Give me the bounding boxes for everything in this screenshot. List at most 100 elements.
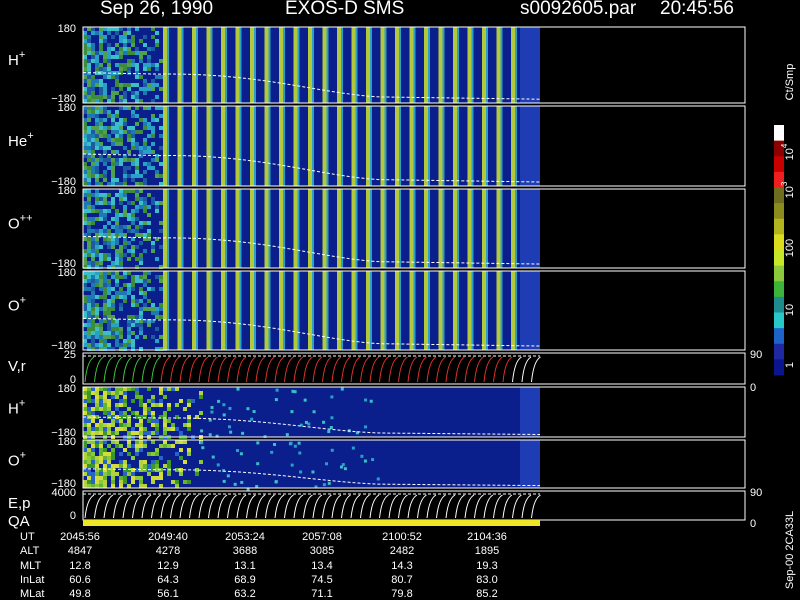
spectrogram-cell — [99, 217, 103, 221]
spectrogram-stripe-edge — [196, 271, 198, 350]
spectrogram-cell — [107, 67, 111, 71]
spectrogram-cell — [304, 420, 308, 424]
spectrogram-cell — [147, 287, 151, 291]
spectrogram-cell — [139, 395, 143, 399]
spectrogram-cell — [83, 166, 87, 170]
spectrogram-cell — [91, 193, 95, 197]
spectrogram-cell — [131, 411, 135, 415]
spectrogram-cell — [163, 387, 167, 391]
spectrogram-cell — [127, 83, 131, 87]
spectrogram-cell — [115, 343, 119, 347]
spectrogram-cell — [83, 283, 87, 287]
spectrogram-cell — [246, 407, 250, 411]
spectrogram-cell — [99, 253, 103, 257]
spectrogram-cell — [115, 130, 119, 134]
spectrogram-cell — [115, 387, 119, 391]
trace-curve — [198, 356, 209, 383]
spectrogram-cell — [147, 221, 151, 225]
spectrogram-cell — [155, 431, 159, 435]
trace-curve — [341, 494, 351, 519]
spectrogram-cell — [111, 315, 115, 319]
spectrogram-cell — [147, 59, 151, 63]
colorbar-tick-label: 103 — [780, 181, 796, 198]
spectrogram-cell — [127, 189, 131, 193]
spectrogram-cell — [87, 47, 91, 51]
spectrogram-cell — [83, 134, 87, 138]
spectrogram-cell — [143, 271, 147, 275]
spectrogram-cell — [91, 448, 95, 452]
spectrogram-cell — [83, 323, 87, 327]
spectrogram-cell — [99, 31, 103, 35]
colorbar-segment — [774, 359, 784, 376]
spectrogram-cell — [143, 118, 147, 122]
panel: O+180−180 — [8, 267, 746, 352]
spectrogram-cell — [87, 399, 91, 403]
spectrogram-cell — [95, 265, 99, 269]
spectrogram-cell — [91, 51, 95, 55]
spectrogram-stripe — [264, 271, 269, 350]
spectrogram-cell — [91, 415, 95, 419]
spectrogram-stripe-edge — [457, 106, 459, 186]
spectrogram-cell — [87, 411, 91, 415]
spectrogram-cell — [107, 411, 111, 415]
spectrogram-cell — [111, 35, 115, 39]
spectrogram-cell — [167, 444, 171, 448]
spectrogram-cell — [99, 27, 103, 31]
spectrogram-cell — [83, 295, 87, 299]
spectrogram-cell — [151, 415, 155, 419]
spectrogram-cell — [135, 146, 139, 150]
spectrogram-cell — [95, 178, 99, 182]
spectrogram-cell — [103, 87, 107, 91]
spectrogram-cell — [171, 423, 175, 427]
spectrogram-cell — [123, 39, 127, 43]
spectrogram-cell — [119, 138, 123, 142]
spectrogram-cell — [119, 347, 123, 351]
spectrogram-edge — [520, 106, 540, 186]
spectrogram-cell — [103, 299, 107, 303]
spectrogram-cell — [131, 472, 135, 476]
spectrogram-cell — [83, 411, 87, 415]
spectrogram-cell — [87, 146, 91, 150]
panel: H+180−180 — [8, 23, 746, 105]
spectrogram-cell — [83, 233, 87, 237]
spectrogram-cell — [91, 241, 95, 245]
trace-curve — [113, 494, 123, 519]
spectrogram-cell — [151, 249, 155, 253]
spectrogram-cell — [107, 456, 111, 460]
spectrogram-cell — [127, 419, 131, 423]
spectrogram-stripe-edge — [254, 189, 256, 268]
spectrogram-cell — [95, 217, 99, 221]
spectrogram-cell — [95, 249, 99, 253]
right-tick-label: 90 — [750, 349, 762, 361]
spectrogram-cell — [135, 423, 139, 427]
spectrogram-cell — [91, 162, 95, 166]
spectrogram-cell — [115, 295, 119, 299]
spectrogram-cell — [99, 319, 103, 323]
spectrogram-cell — [115, 142, 119, 146]
spectrogram-cell — [147, 431, 151, 435]
y-tick-label: −180 — [51, 258, 76, 270]
trace-curve — [236, 356, 247, 383]
spectrogram-cell — [115, 193, 119, 197]
spectrogram-cell — [87, 154, 91, 158]
spectrogram-cell — [111, 271, 115, 275]
spectrogram-stripe-edge — [297, 271, 300, 350]
spectrogram-cell — [95, 456, 99, 460]
spectrogram-cell — [115, 472, 119, 476]
spectrogram-cell — [123, 427, 127, 431]
trace-curve — [331, 494, 342, 519]
spectrogram-cell — [95, 275, 99, 279]
spectrogram-cell — [159, 303, 163, 307]
spectrogram-cell — [139, 182, 143, 186]
trace-curve — [141, 494, 152, 519]
spectrogram-cell — [107, 99, 111, 103]
spectrogram-stripe — [177, 27, 182, 103]
spectrogram-cell — [155, 476, 159, 480]
trace-curve — [189, 356, 199, 383]
spectrogram-cell — [119, 403, 123, 407]
panel-label-text: E,p — [8, 495, 31, 512]
spectrogram-cell — [139, 448, 143, 452]
spectrogram-cell — [103, 464, 107, 468]
spectrogram-cell — [217, 399, 221, 403]
spectrogram-cell — [115, 261, 119, 265]
